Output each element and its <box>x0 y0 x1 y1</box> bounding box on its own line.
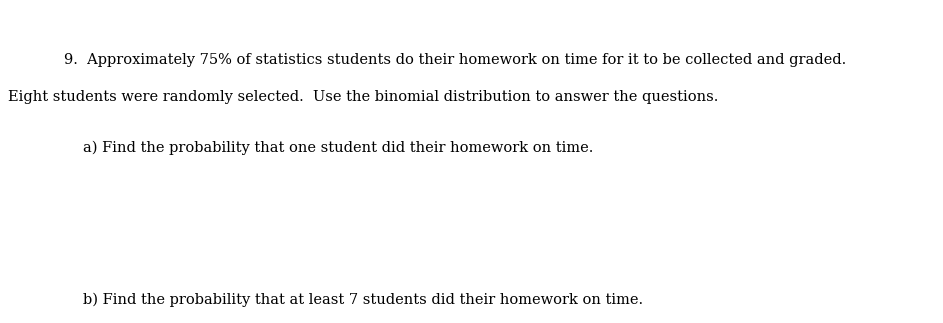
Text: 9.  Approximately 75% of statistics students do their homework on time for it to: 9. Approximately 75% of statistics stude… <box>64 53 847 67</box>
Text: b) Find the probability that at least 7 students did their homework on time.: b) Find the probability that at least 7 … <box>83 292 643 307</box>
Text: Eight students were randomly selected.  Use the binomial distribution to answer : Eight students were randomly selected. U… <box>8 90 718 104</box>
Text: a) Find the probability that one student did their homework on time.: a) Find the probability that one student… <box>83 141 593 155</box>
